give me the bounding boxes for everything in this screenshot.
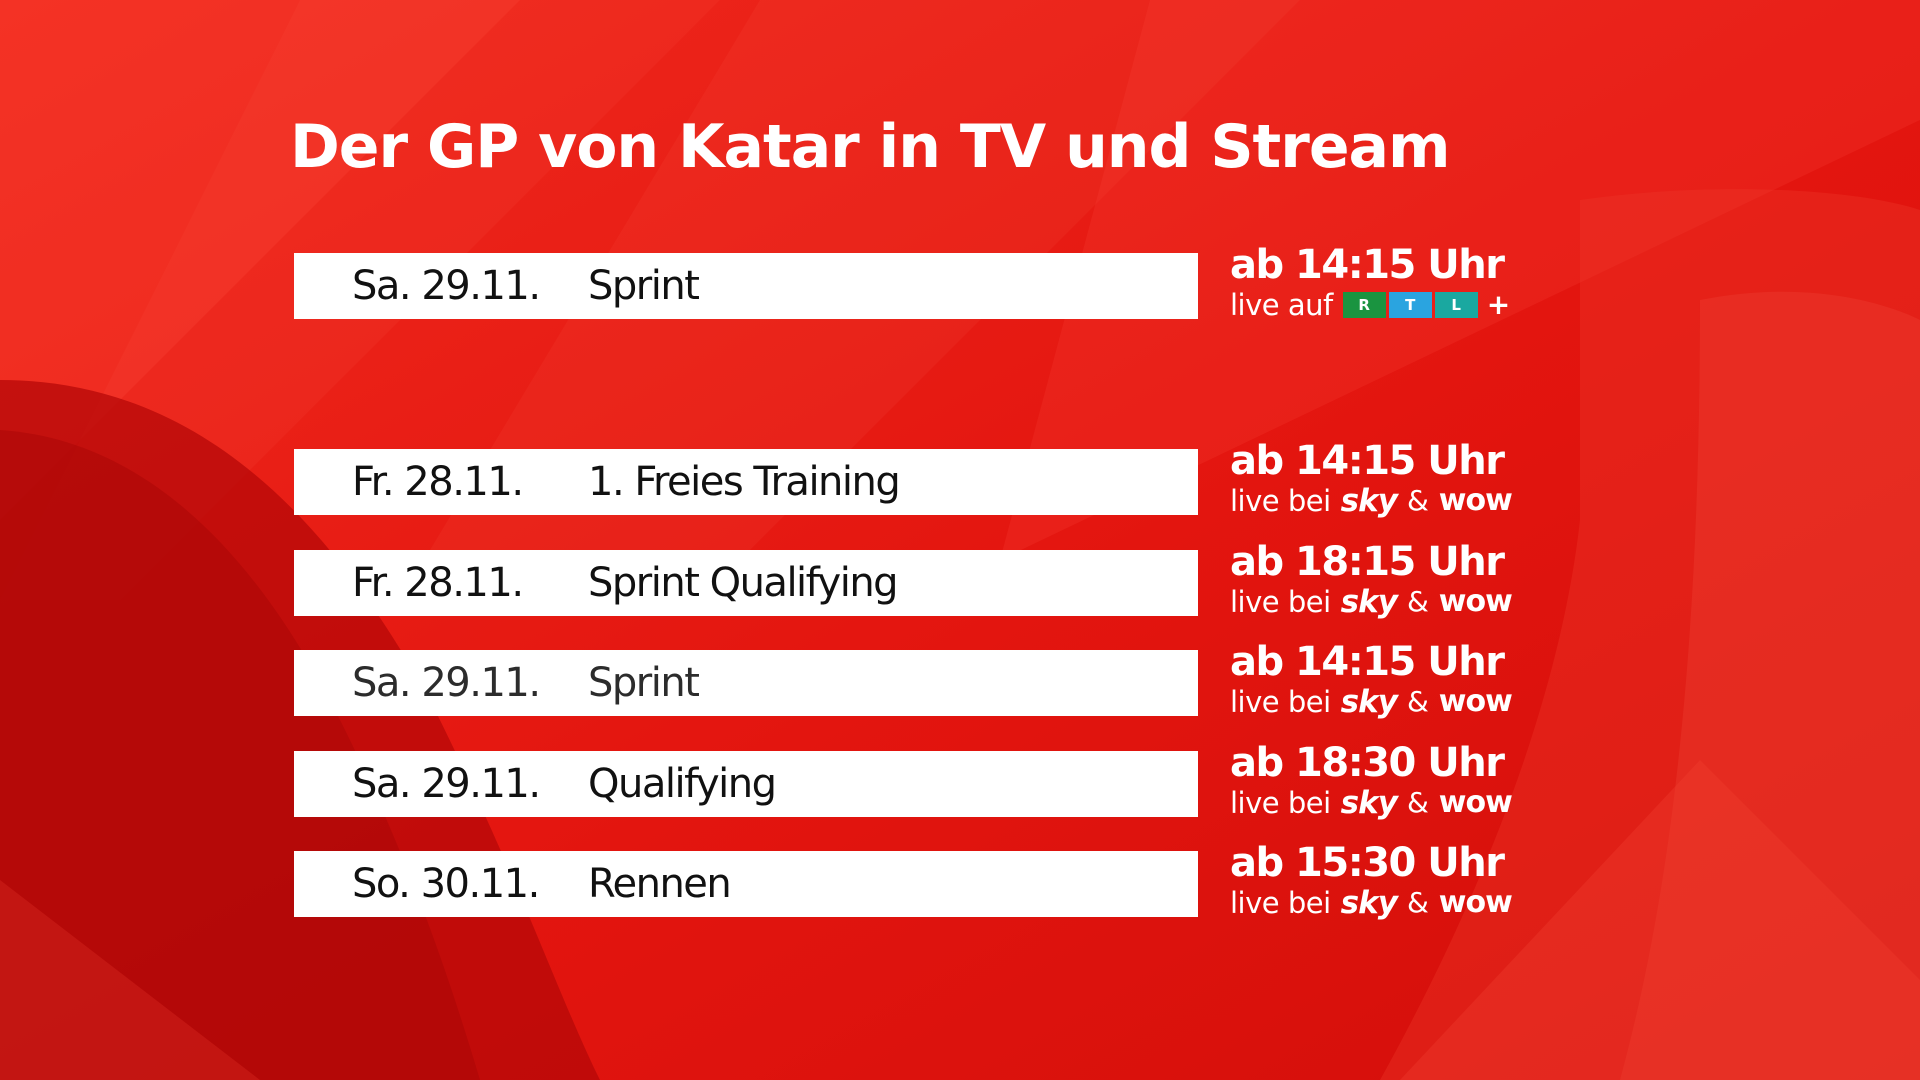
highlight-where-label: live auf [1230, 288, 1333, 322]
schedule-bar [294, 650, 1198, 716]
schedule-row: Fr. 28.11. Sprint Qualifying ab 18:15 Uh… [0, 539, 1920, 620]
schedule-date: Fr. 28.11. [352, 560, 524, 606]
schedule-bar [294, 550, 1198, 616]
sky-logo: sky [1340, 483, 1398, 519]
schedule-row: Sa. 29.11. Sprint ab 14:15 Uhr live bei … [0, 639, 1920, 720]
rtl-plus-logo: R T L + [1342, 288, 1511, 321]
schedule-where-label: live bei [1230, 685, 1331, 719]
schedule-broadcaster: live bei sky & wow [1230, 483, 1513, 519]
wow-logo: wow [1438, 885, 1513, 920]
schedule-broadcaster: live bei sky & wow [1230, 584, 1513, 620]
schedule-event: Qualifying [588, 761, 777, 807]
wow-logo: wow [1438, 483, 1513, 518]
sky-logo: sky [1340, 684, 1398, 720]
schedule-time: ab 14:15 Uhr [1230, 438, 1505, 484]
schedule-broadcaster: live bei sky & wow [1230, 785, 1513, 821]
schedule-row: Fr. 28.11. 1. Freies Training ab 14:15 U… [0, 438, 1920, 519]
wow-logo: wow [1438, 584, 1513, 619]
wow-logo: wow [1438, 684, 1513, 719]
rtl-letter-r: R [1342, 292, 1386, 318]
schedule-broadcaster: live bei sky & wow [1230, 885, 1513, 921]
schedule-where-label: live bei [1230, 786, 1331, 820]
ampersand: & [1406, 886, 1429, 919]
rtl-letter-l: L [1434, 292, 1478, 318]
ampersand: & [1406, 585, 1429, 618]
schedule-date: So. 30.11. [352, 861, 540, 907]
schedule-where-label: live bei [1230, 585, 1331, 619]
schedule-date: Sa. 29.11. [352, 660, 541, 706]
ampersand: & [1406, 484, 1429, 517]
schedule-bar [294, 449, 1198, 515]
highlight-row: Sa. 29.11. Sprint ab 14:15 Uhr live auf … [0, 242, 1920, 322]
highlight-time: ab 14:15 Uhr [1230, 242, 1505, 288]
highlight-broadcaster: live auf R T L + [1230, 287, 1510, 323]
schedule-time: ab 18:15 Uhr [1230, 539, 1505, 585]
schedule-event: 1. Freies Training [588, 459, 901, 505]
schedule-event: Sprint Qualifying [588, 560, 899, 606]
ampersand: & [1406, 786, 1429, 819]
schedule-time: ab 15:30 Uhr [1230, 840, 1505, 886]
wow-logo: wow [1438, 785, 1513, 820]
sky-logo: sky [1340, 584, 1398, 620]
schedule-bar [294, 751, 1198, 817]
schedule-where-label: live bei [1230, 886, 1331, 920]
schedule-row: Sa. 29.11. Qualifying ab 18:30 Uhr live … [0, 740, 1920, 821]
schedule-date: Fr. 28.11. [352, 459, 524, 505]
schedule-bar [294, 851, 1198, 917]
rtl-plus-sign: + [1486, 288, 1511, 321]
schedule-event: Sprint [588, 660, 700, 706]
highlight-event: Sprint [588, 263, 700, 309]
highlight-bar [294, 253, 1198, 319]
highlight-date: Sa. 29.11. [352, 263, 541, 309]
schedule-time: ab 18:30 Uhr [1230, 740, 1505, 786]
schedule-date: Sa. 29.11. [352, 761, 541, 807]
ampersand: & [1406, 685, 1429, 718]
schedule-row: So. 30.11. Rennen ab 15:30 Uhr live bei … [0, 840, 1920, 921]
rtl-letter-t: T [1388, 292, 1432, 318]
schedule-broadcaster: live bei sky & wow [1230, 684, 1513, 720]
schedule-time: ab 14:15 Uhr [1230, 639, 1505, 685]
schedule-event: Rennen [588, 861, 732, 907]
page-title: Der GP von Katar in TV und Stream [290, 112, 1451, 182]
schedule-where-label: live bei [1230, 484, 1331, 518]
sky-logo: sky [1340, 885, 1398, 921]
sky-logo: sky [1340, 785, 1398, 821]
